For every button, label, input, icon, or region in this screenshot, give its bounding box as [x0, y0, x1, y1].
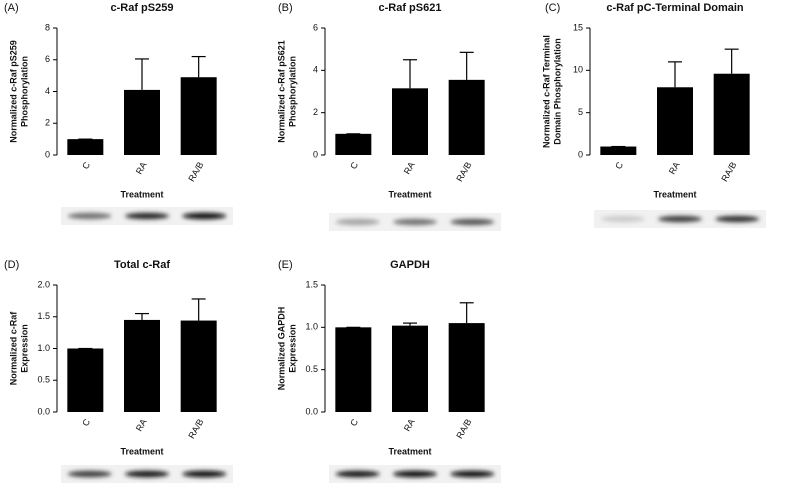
y-tick-label: 4: [45, 86, 50, 96]
panel: (E) GAPDH Normalized GAPDH Expression 0.0 0.5…: [276, 259, 501, 483]
panel-label: (D): [4, 259, 19, 271]
y-tick-label: 8: [45, 22, 50, 32]
chart-title: c-Raf pC-Terminal Domain: [606, 2, 744, 14]
panel: (C) c-Raf pC-Terminal Domain Normalized c-…: [541, 2, 766, 228]
x-axis-label: Treatment: [653, 189, 696, 199]
y-tick-label: 1.0: [305, 322, 318, 332]
x-tick-label: C: [613, 160, 625, 171]
bar: [124, 319, 160, 412]
panel: (A) c-Raf pS259 Normalized c-Raf pS259 Phos…: [4, 2, 233, 225]
x-tick-label: C: [80, 160, 92, 171]
blot-band: [600, 215, 645, 223]
y-tick-label: 15: [573, 22, 583, 32]
y-tick-label: 0.0: [37, 406, 50, 416]
y-tick-label: 6: [313, 22, 318, 32]
x-tick-label: RA: [667, 160, 682, 176]
y-axis-label: Normalized c-Raf: [8, 311, 18, 386]
blot-band: [658, 215, 702, 223]
y-tick-label: 1.0: [37, 343, 50, 353]
y-tick-label: 0: [45, 149, 50, 159]
y-tick-label: 1.5: [37, 311, 50, 321]
blot-band: [450, 218, 495, 226]
x-tick-label: RA/B: [186, 417, 205, 440]
bar: [657, 87, 693, 155]
x-tick-label: RA/B: [454, 417, 473, 440]
x-tick-label: RA: [134, 160, 149, 176]
y-axis-label: Normalized c-Raf Terminal: [541, 35, 551, 148]
blot-band: [125, 212, 169, 220]
panel-label: (A): [4, 2, 19, 14]
y-tick-label: 0.0: [305, 406, 318, 416]
blot-band: [182, 212, 227, 220]
blot-band: [182, 470, 227, 478]
x-axis-label: Treatment: [388, 189, 431, 199]
blot-band: [67, 212, 112, 220]
y-tick-label: 10: [573, 65, 583, 75]
x-tick-label: C: [348, 417, 360, 428]
y-axis-label: Domain Phosphorylation: [552, 38, 562, 145]
y-axis-label: Normalized GAPDH: [276, 307, 286, 391]
x-tick-label: RA: [402, 417, 417, 433]
blot-band: [67, 470, 112, 478]
x-tick-label: C: [80, 417, 92, 428]
y-axis-label: Expression: [287, 324, 297, 373]
y-tick-label: 5: [578, 107, 583, 117]
bar: [67, 348, 104, 412]
y-tick-label: 6: [45, 54, 50, 64]
bar: [180, 77, 217, 155]
x-tick-label: C: [348, 160, 360, 171]
y-axis-label: Expression: [19, 324, 29, 373]
x-axis-label: Treatment: [388, 446, 431, 456]
bar: [713, 73, 750, 155]
y-tick-label: 4: [313, 65, 318, 75]
y-tick-label: 0: [313, 149, 318, 159]
y-axis-label: Normalized c-Raf pS621: [276, 40, 286, 143]
x-tick-label: RA/B: [454, 160, 473, 183]
panel-label: (C): [545, 2, 560, 14]
x-tick-label: RA/B: [719, 160, 738, 183]
chart-title: GAPDH: [390, 259, 430, 271]
y-tick-label: 2: [313, 107, 318, 117]
y-tick-label: 2.0: [37, 279, 50, 289]
bar: [392, 88, 428, 155]
bar: [600, 146, 637, 155]
y-tick-label: 0: [578, 149, 583, 159]
panel-label: (E): [278, 259, 293, 271]
y-axis-label: Normalized c-Raf pS259: [8, 40, 18, 143]
bar: [180, 320, 217, 412]
x-tick-label: RA: [402, 160, 417, 176]
y-axis-label: Phosphorylation: [19, 56, 29, 127]
x-tick-label: RA: [134, 417, 149, 433]
y-tick-label: 0.5: [305, 364, 318, 374]
y-tick-label: 2: [45, 118, 50, 128]
panel: (D) Total c-Raf Normalized c-Raf Expression…: [4, 259, 233, 483]
blot-band: [125, 470, 169, 478]
panel: (B) c-Raf pS621 Normalized c-Raf pS621 Phos…: [276, 2, 501, 231]
x-axis-label: Treatment: [120, 189, 163, 199]
blot-band: [393, 470, 437, 478]
y-tick-label: 0.5: [37, 375, 50, 385]
blot-band: [450, 470, 495, 478]
bar: [448, 79, 485, 155]
bar: [67, 139, 104, 155]
bar: [392, 325, 428, 412]
blot-band: [393, 218, 437, 226]
bar: [448, 323, 485, 412]
chart-title: c-Raf pS621: [379, 2, 442, 14]
panel-label: (B): [278, 2, 293, 14]
x-tick-label: RA/B: [186, 160, 205, 183]
x-axis-label: Treatment: [120, 446, 163, 456]
bar: [335, 133, 372, 155]
blot-band: [335, 470, 380, 478]
bar: [124, 89, 160, 155]
blot-band: [335, 218, 380, 226]
bar: [335, 327, 372, 412]
y-axis-label: Phosphorylation: [287, 56, 297, 127]
y-tick-label: 1.5: [305, 279, 318, 289]
chart-title: c-Raf pS259: [111, 2, 174, 14]
chart-title: Total c-Raf: [114, 259, 170, 271]
blot-band: [715, 215, 760, 223]
